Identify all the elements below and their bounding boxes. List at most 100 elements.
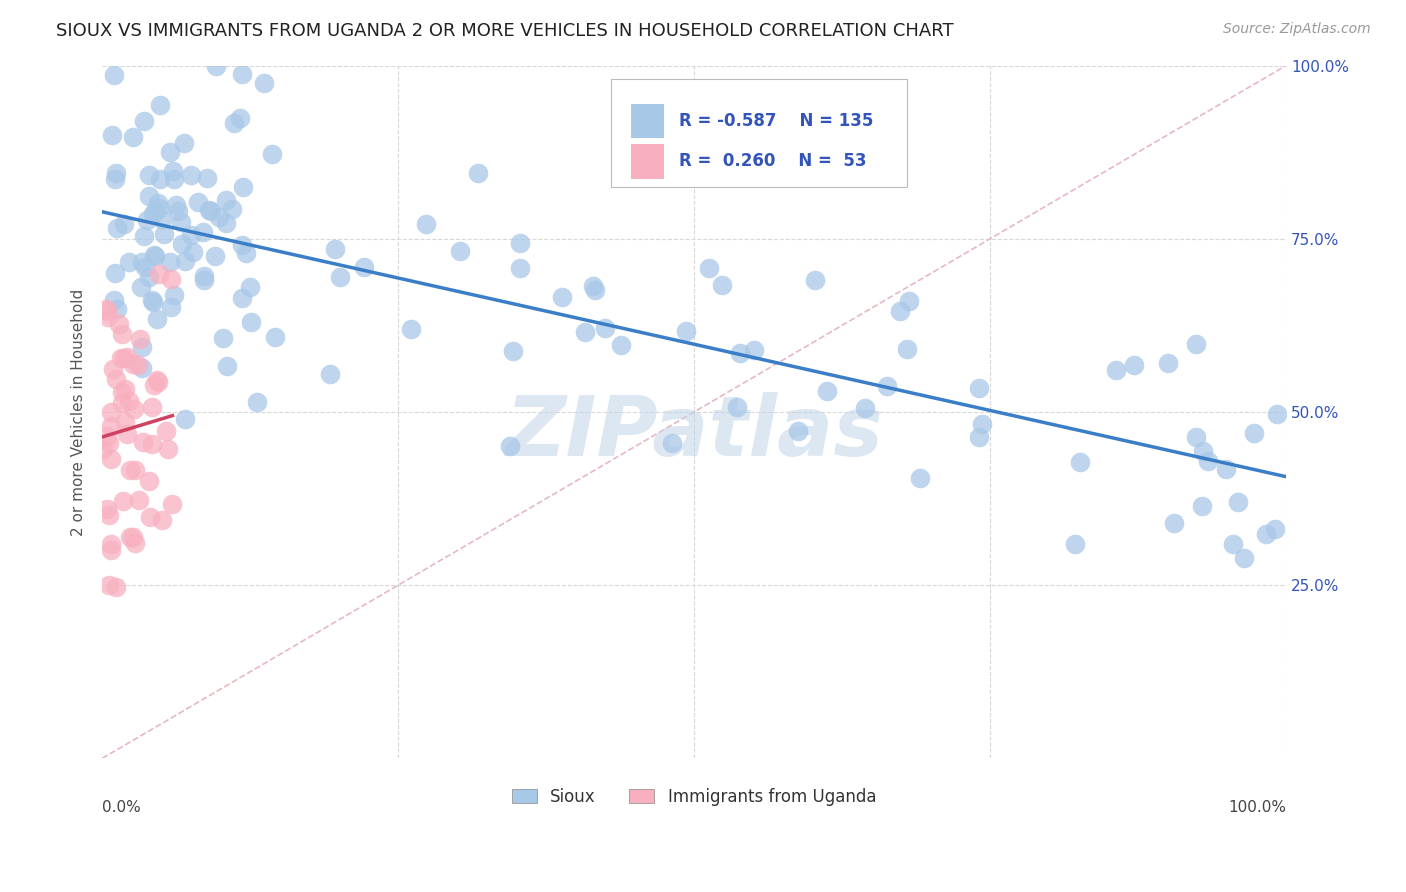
Point <box>108 317 131 331</box>
Point <box>142 247 165 261</box>
Point <box>253 76 276 90</box>
Point <box>969 430 991 444</box>
Point <box>198 203 221 218</box>
Point <box>231 291 253 305</box>
Point <box>131 254 153 268</box>
Point <box>111 494 134 508</box>
Point <box>896 343 918 357</box>
Point <box>111 327 134 342</box>
Point <box>100 451 122 466</box>
Point <box>111 384 134 399</box>
Point <box>509 235 531 250</box>
Point <box>165 198 187 212</box>
FancyBboxPatch shape <box>612 79 907 186</box>
Point <box>1215 462 1237 476</box>
Point <box>159 145 181 159</box>
Point <box>610 337 633 351</box>
Point <box>1254 526 1277 541</box>
Point <box>124 536 146 550</box>
Point <box>1197 454 1219 468</box>
Point <box>96 429 118 443</box>
Point <box>111 395 134 409</box>
Point <box>1157 356 1180 370</box>
Point <box>103 266 125 280</box>
Point <box>96 302 118 317</box>
Point <box>574 325 596 339</box>
Point <box>155 424 177 438</box>
Point <box>972 417 994 432</box>
Point <box>239 280 262 294</box>
Point <box>593 320 616 334</box>
Point <box>127 358 149 372</box>
Point <box>173 136 195 150</box>
Point <box>100 405 122 419</box>
Point <box>148 195 170 210</box>
Point <box>97 508 120 523</box>
Point <box>208 210 231 224</box>
Point <box>318 367 340 381</box>
Point <box>725 400 748 414</box>
Point <box>187 194 209 209</box>
Y-axis label: 2 or more Vehicles in Household: 2 or more Vehicles in Household <box>72 288 86 535</box>
Point <box>100 537 122 551</box>
Point <box>105 301 128 316</box>
Point <box>139 509 162 524</box>
Point <box>138 270 160 285</box>
Point <box>146 373 169 387</box>
Point <box>104 172 127 186</box>
Point <box>1064 537 1087 551</box>
Point <box>148 98 170 112</box>
Point <box>551 290 574 304</box>
Point <box>180 169 202 183</box>
Point <box>163 171 186 186</box>
Point <box>159 255 181 269</box>
Point <box>583 283 606 297</box>
Point <box>143 204 166 219</box>
Point <box>131 340 153 354</box>
Point <box>128 493 150 508</box>
Point <box>105 372 128 386</box>
Point <box>231 237 253 252</box>
Point <box>160 271 183 285</box>
Point <box>212 331 235 345</box>
Point <box>118 463 141 477</box>
Point <box>204 249 226 263</box>
Point <box>149 172 172 186</box>
Point <box>120 530 142 544</box>
Point <box>1222 537 1244 551</box>
Point <box>262 147 284 161</box>
Point <box>1184 337 1206 351</box>
Point <box>1192 444 1215 458</box>
Point <box>146 311 169 326</box>
Point <box>142 295 165 310</box>
Point <box>148 375 170 389</box>
Point <box>96 304 118 318</box>
Point <box>173 254 195 268</box>
Point <box>449 244 471 259</box>
Point <box>215 216 238 230</box>
Point <box>323 242 346 256</box>
Text: ZIPatlas: ZIPatlas <box>505 392 883 474</box>
Point <box>122 402 145 417</box>
Point <box>744 343 766 357</box>
Point <box>215 359 238 373</box>
Point <box>141 400 163 414</box>
Point <box>467 166 489 180</box>
Point <box>215 193 238 207</box>
Point <box>162 164 184 178</box>
Point <box>661 435 683 450</box>
Point <box>96 502 118 516</box>
Point <box>97 310 120 325</box>
Point <box>1243 425 1265 440</box>
Point <box>1265 407 1288 421</box>
Point <box>135 213 157 227</box>
Point <box>697 260 720 275</box>
Point <box>124 463 146 477</box>
Point <box>170 237 193 252</box>
Point <box>150 512 173 526</box>
Point <box>1105 363 1128 377</box>
Point <box>711 278 734 293</box>
Point <box>115 426 138 441</box>
Point <box>815 384 838 399</box>
Text: 0.0%: 0.0% <box>103 800 141 815</box>
